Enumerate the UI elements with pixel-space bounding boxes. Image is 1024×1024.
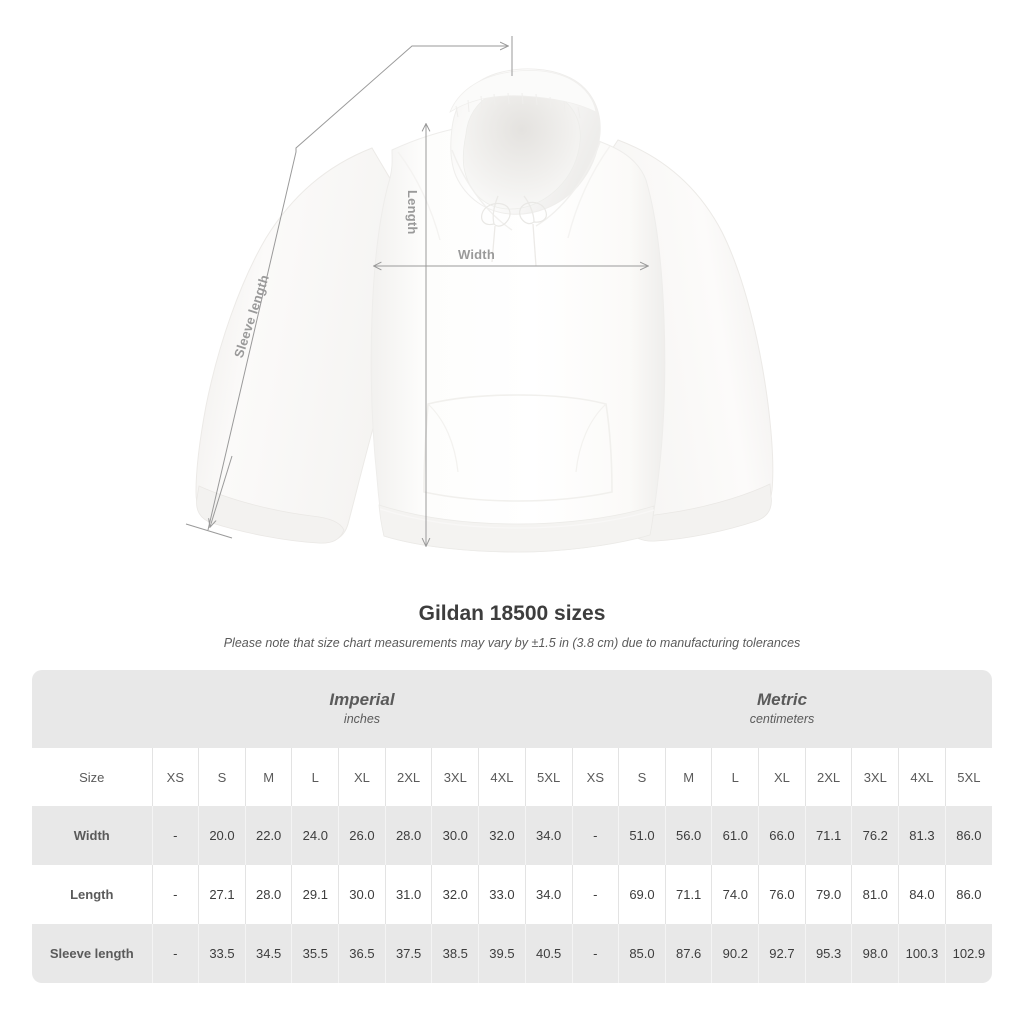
size-header-metric-M: M <box>664 748 712 806</box>
unit-system-metric-unit: centimeters <box>749 712 815 727</box>
cell-sleeve-length-imperial-S: 33.5 <box>198 924 246 983</box>
size-chart-container: Imperial inches Metric centimeters Size … <box>32 670 992 983</box>
table-row: Sleeve length -33.5 34.5 35.5 36.5 37.5 38.5 39… <box>32 924 992 983</box>
size-header-metric-4XL: 4XL <box>898 748 946 806</box>
row-label-width: Width <box>32 806 152 865</box>
cell-width-metric-2XL: 71.1 <box>804 806 852 865</box>
cell-width-imperial-XS: - <box>151 806 199 865</box>
cell-width-imperial-5XL: 34.0 <box>524 806 572 865</box>
cell-width-imperial-L: 24.0 <box>291 806 339 865</box>
cell-width-metric-S: 51.0 <box>618 806 666 865</box>
unit-system-imperial: Imperial inches <box>152 670 572 748</box>
hoodie-illustration: Width Length Sleeve length <box>185 36 774 553</box>
cell-width-metric-XL: 66.0 <box>758 806 806 865</box>
page-title: Gildan 18500 sizes <box>418 602 606 625</box>
size-header-metric-3XL: 3XL <box>851 748 899 806</box>
size-header-metric-XL: XL <box>758 748 806 806</box>
cell-width-imperial-3XL: 30.0 <box>431 806 479 865</box>
cell-sleeve-length-metric-S: 85.0 <box>618 924 666 983</box>
unit-system-metric: Metric centimeters <box>572 670 992 748</box>
cell-length-imperial-3XL: 32.0 <box>431 865 479 924</box>
cell-sleeve-length-imperial-3XL: 38.5 <box>431 924 479 983</box>
cell-sleeve-length-metric-4XL: 100.3 <box>898 924 946 983</box>
size-header-imperial-3XL: 3XL <box>431 748 479 806</box>
cell-length-metric-5XL: 86.0 <box>944 865 992 924</box>
cell-sleeve-length-imperial-L: 35.5 <box>291 924 339 983</box>
size-header-metric-S: S <box>618 748 666 806</box>
cell-sleeve-length-imperial-5XL: 40.5 <box>524 924 572 983</box>
size-chart-table: Imperial inches Metric centimeters Size … <box>32 670 992 983</box>
unit-system-imperial-name: Imperial <box>329 690 395 709</box>
size-header-imperial-2XL: 2XL <box>384 748 432 806</box>
cell-length-metric-S: 69.0 <box>618 865 666 924</box>
cell-length-imperial-XS: - <box>151 865 199 924</box>
cell-length-metric-XL: 76.0 <box>758 865 806 924</box>
cell-length-metric-4XL: 84.0 <box>898 865 946 924</box>
size-header-row: Size XS S M L XL 2XL 3XL 4XL 5XL XS S M L XL 2XL 3XL 4XL… <box>32 748 992 806</box>
unit-system-imperial-unit: inches <box>343 712 381 727</box>
cell-length-imperial-S: 27.1 <box>198 865 246 924</box>
size-header-imperial-XL: XL <box>338 748 386 806</box>
cell-sleeve-length-metric-M: 87.6 <box>664 924 712 983</box>
cell-length-imperial-XL: 30.0 <box>338 865 386 924</box>
cell-length-metric-M: 71.1 <box>664 865 712 924</box>
cell-sleeve-length-imperial-XS: - <box>151 924 199 983</box>
dimension-guides <box>185 36 648 546</box>
cell-width-imperial-XL: 26.0 <box>338 806 386 865</box>
cell-width-imperial-4XL: 32.0 <box>478 806 526 865</box>
cell-sleeve-length-imperial-XL: 36.5 <box>338 924 386 983</box>
table-row: Width -20.0 22.0 24.0 26.0 28.0 30.0 32.0 34.0-5… <box>32 806 992 865</box>
size-header-imperial-4XL: 4XL <box>478 748 526 806</box>
cell-length-imperial-4XL: 33.0 <box>478 865 526 924</box>
cell-length-metric-3XL: 81.0 <box>851 865 899 924</box>
size-header-label: Size <box>32 748 152 806</box>
size-header-imperial-XS: XS <box>151 748 199 806</box>
cell-length-imperial-5XL: 34.0 <box>524 865 572 924</box>
table-row: Length -27.1 28.0 29.1 30.0 31.0 32.0 33.0 34.0-… <box>32 865 992 924</box>
cell-sleeve-length-metric-L: 90.2 <box>711 924 759 983</box>
cell-sleeve-length-metric-5XL: 102.9 <box>944 924 992 983</box>
cell-length-imperial-L: 29.1 <box>291 865 339 924</box>
title-block: Gildan 18500 sizes Please note that size… <box>0 602 1024 650</box>
cell-width-metric-M: 56.0 <box>664 806 712 865</box>
row-label-sleeve-length: Sleeve length <box>32 924 152 983</box>
cell-width-imperial-S: 20.0 <box>198 806 246 865</box>
cell-length-metric-2XL: 79.0 <box>804 865 852 924</box>
cell-length-metric-XS: - <box>571 865 619 924</box>
cell-sleeve-length-metric-XL: 92.7 <box>758 924 806 983</box>
cell-sleeve-length-imperial-M: 34.5 <box>244 924 292 983</box>
cell-length-imperial-2XL: 31.0 <box>384 865 432 924</box>
row-label-length: Length <box>32 865 152 924</box>
cell-width-metric-XS: - <box>571 806 619 865</box>
cell-width-metric-4XL: 81.3 <box>898 806 946 865</box>
cell-width-metric-L: 61.0 <box>711 806 759 865</box>
size-header-imperial-L: L <box>291 748 339 806</box>
size-header-metric-5XL: 5XL <box>944 748 992 806</box>
size-header-metric-2XL: 2XL <box>804 748 852 806</box>
size-header-imperial-5XL: 5XL <box>524 748 572 806</box>
cell-width-imperial-M: 22.0 <box>244 806 292 865</box>
size-header-metric-L: L <box>711 748 759 806</box>
tolerance-note: Please note that size chart measurements… <box>223 636 801 650</box>
cell-sleeve-length-metric-XS: - <box>571 924 619 983</box>
cell-sleeve-length-imperial-4XL: 39.5 <box>478 924 526 983</box>
cell-length-imperial-M: 28.0 <box>244 865 292 924</box>
cell-sleeve-length-imperial-2XL: 37.5 <box>384 924 432 983</box>
width-dimension-label: Width <box>458 247 495 262</box>
cell-width-metric-5XL: 86.0 <box>944 806 992 865</box>
unit-system-row: Imperial inches Metric centimeters <box>32 670 992 748</box>
hoodie-artwork <box>195 68 774 553</box>
size-header-imperial-S: S <box>198 748 246 806</box>
cell-length-metric-L: 74.0 <box>711 865 759 924</box>
hoodie-diagram-svg <box>185 36 774 553</box>
unit-band-spacer <box>32 670 152 748</box>
length-dimension-label: Length <box>405 190 420 235</box>
cell-width-imperial-2XL: 28.0 <box>384 806 432 865</box>
size-header-imperial-M: M <box>244 748 292 806</box>
cell-width-metric-3XL: 76.2 <box>851 806 899 865</box>
size-header-metric-XS: XS <box>571 748 619 806</box>
unit-system-metric-name: Metric <box>756 690 808 709</box>
cell-sleeve-length-metric-3XL: 98.0 <box>851 924 899 983</box>
cell-sleeve-length-metric-2XL: 95.3 <box>804 924 852 983</box>
